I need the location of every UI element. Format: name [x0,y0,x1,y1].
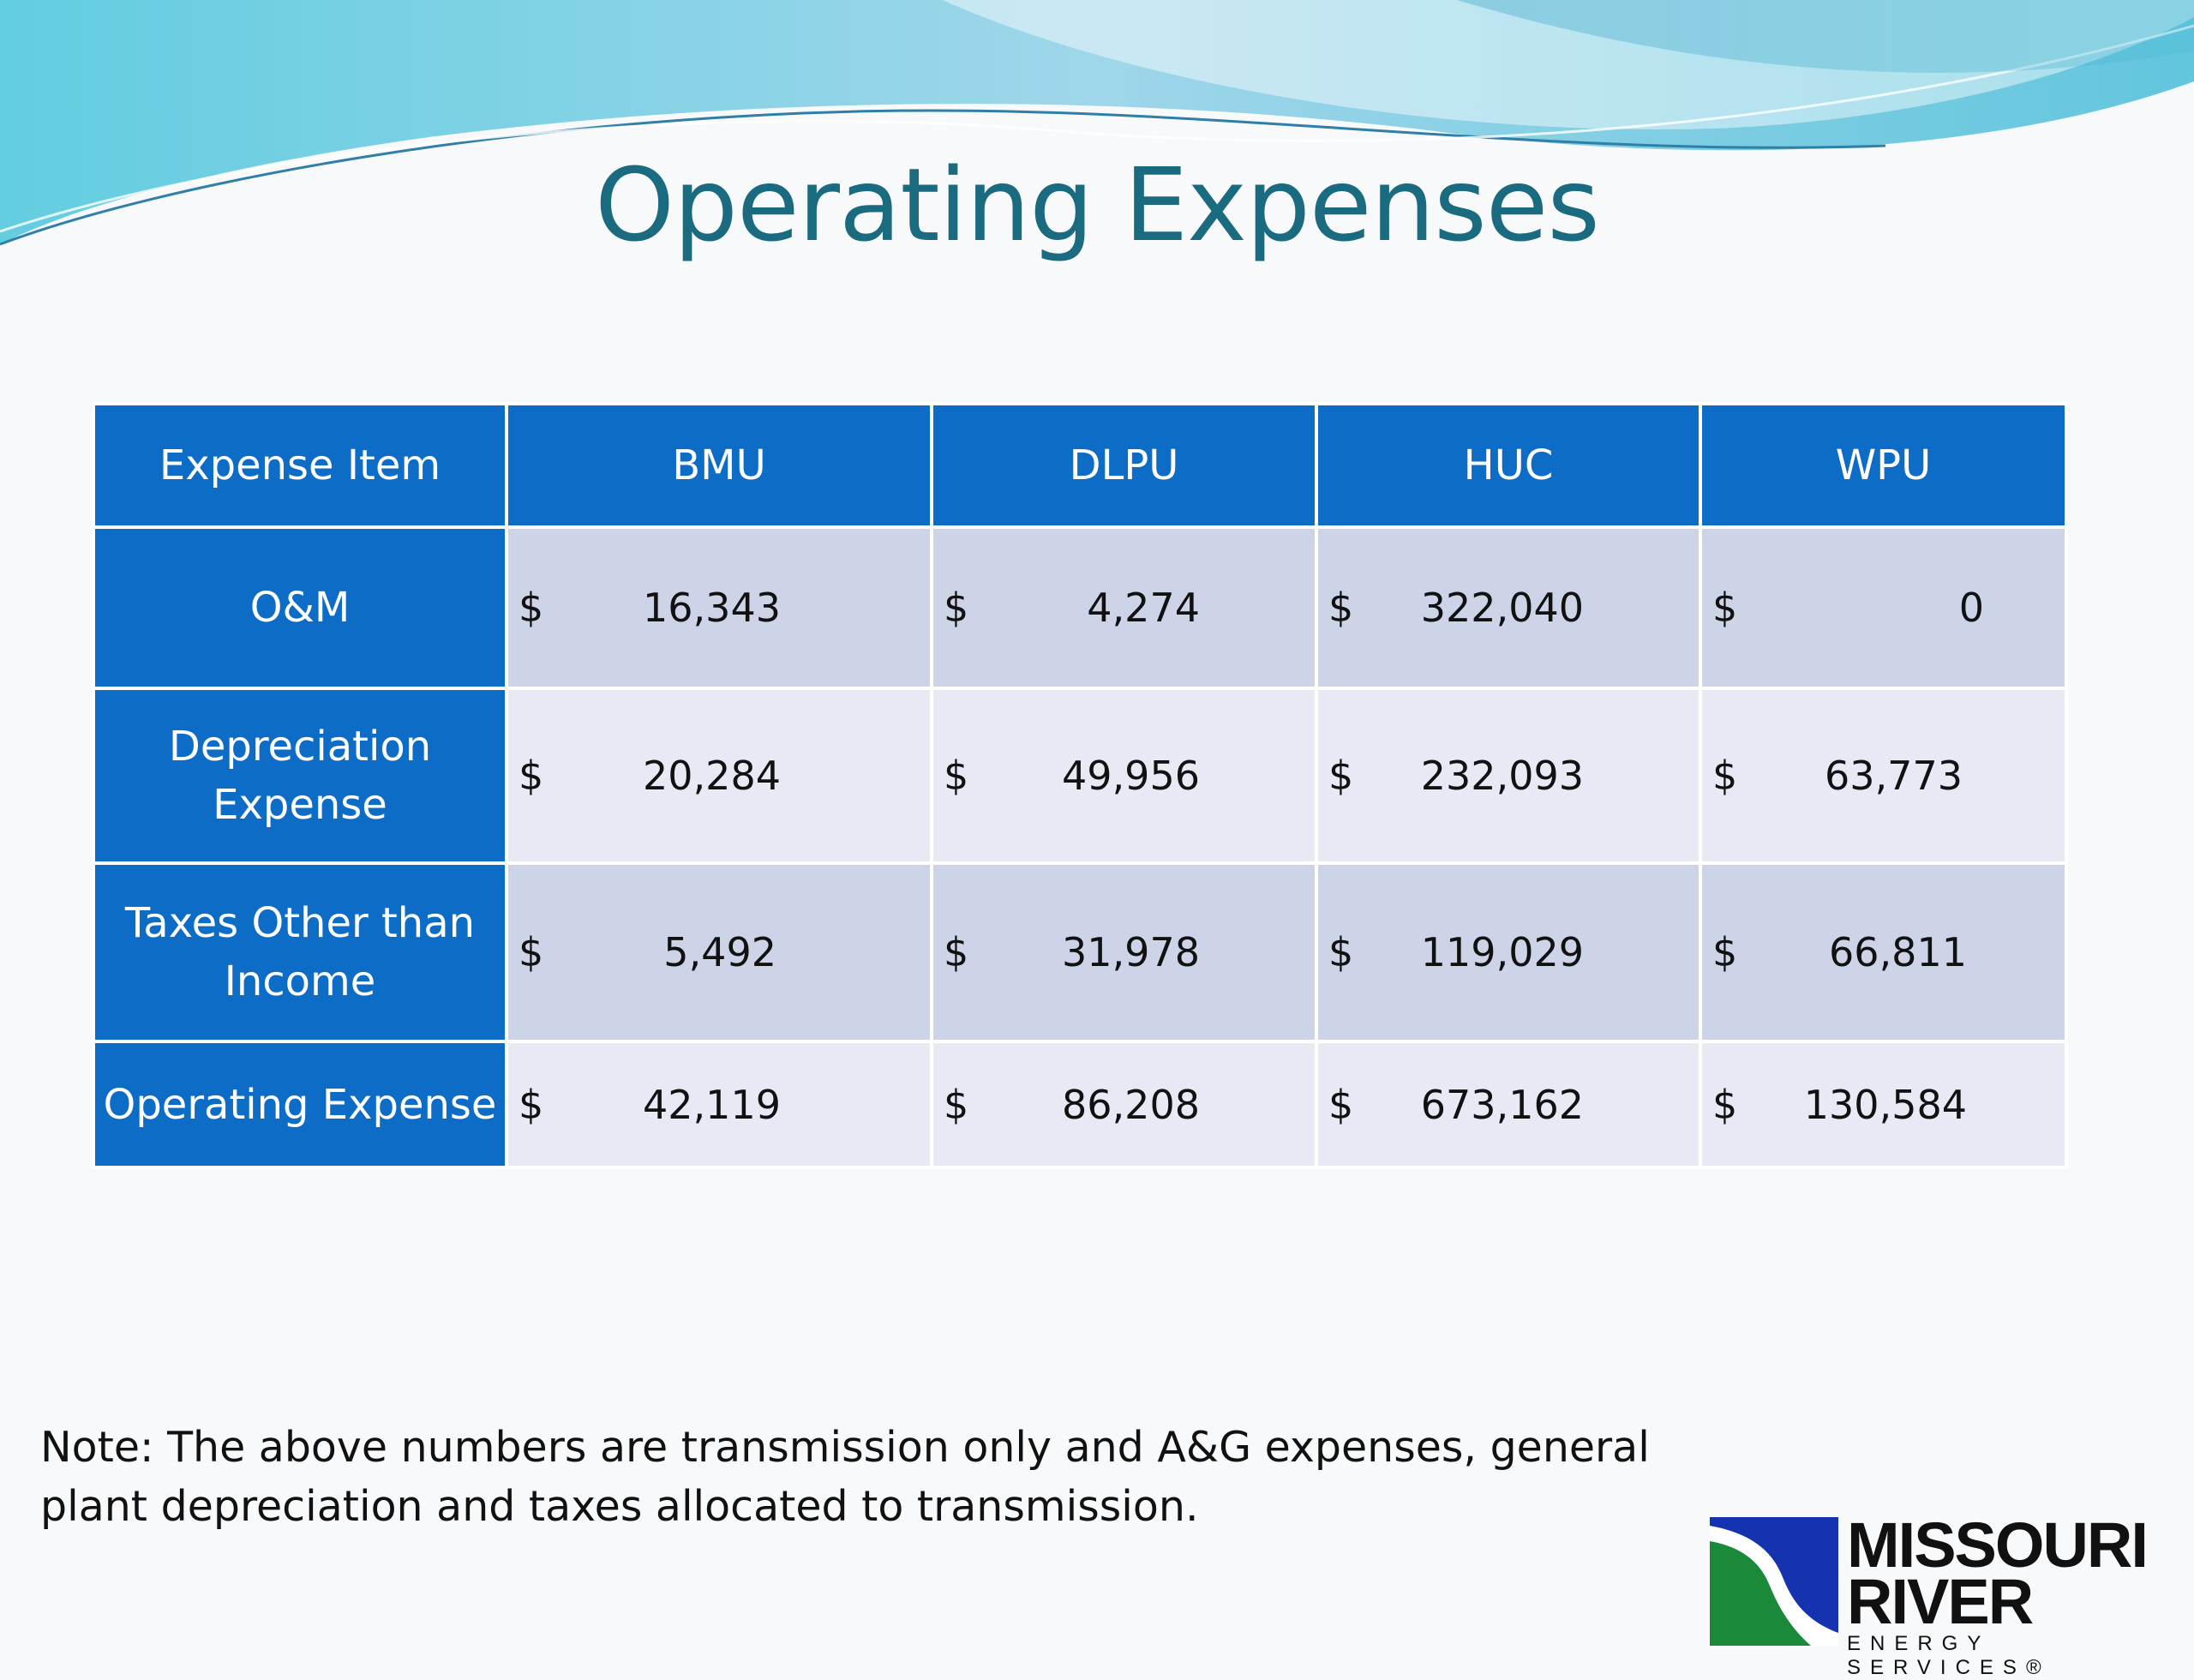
cell-value: 42,119 [643,1081,781,1128]
table-cell: $42,119 [505,1040,933,1169]
header-col-wpu: WPU [1699,402,2068,529]
currency-symbol: $ [1328,753,1354,799]
missouri-river-logo: MISSOURI RIVER ENERGY SERVICES® [1710,1514,2194,1679]
logo-wordmark: MISSOURI RIVER ENERGY SERVICES® [1847,1509,2194,1680]
currency-symbol: $ [519,753,544,799]
cell-value: 232,093 [1420,753,1584,799]
table-cell: $130,584 [1699,1040,2068,1169]
table-cell: $673,162 [1315,1040,1702,1169]
table-cell: $0 [1699,525,2068,690]
cell-value: 130,584 [1803,1081,1967,1128]
cell-value: 5,492 [663,929,776,975]
row-label: Depreciation Expense [92,687,508,865]
logo-mark-icon [1710,1517,1838,1646]
table-cell: $66,811 [1699,861,2068,1043]
table-cell: $49,956 [930,687,1318,865]
currency-symbol: $ [1712,585,1738,631]
table-row: Taxes Other than Income $5,492 $31,978 $… [92,861,2068,1043]
currency-symbol: $ [519,929,544,975]
header-expense-item: Expense Item [92,402,508,529]
currency-symbol: $ [1328,1081,1354,1128]
cell-value: 119,029 [1420,929,1584,975]
row-label: Operating Expense [92,1040,508,1169]
header-col-huc: HUC [1315,402,1702,529]
cell-value: 322,040 [1420,585,1584,631]
cell-value: 31,978 [1062,929,1200,975]
cell-value: 63,773 [1825,753,1963,799]
logo-text-line1: MISSOURI [1847,1509,2149,1581]
table-cell: $322,040 [1315,525,1702,690]
operating-expenses-table: Expense Item BMU DLPU HUC WPU O&M $16,34… [92,402,2068,1169]
currency-symbol: $ [1328,929,1354,975]
cell-value: 20,284 [643,753,781,799]
currency-symbol: $ [944,753,969,799]
cell-value: 49,956 [1062,753,1200,799]
cell-value: 4,274 [1087,585,1200,631]
table-row: O&M $16,343 $4,274 $322,040 $0 [92,525,2068,690]
row-label: Taxes Other than Income [92,861,508,1043]
table-row: Depreciation Expense $20,284 $49,956 $23… [92,687,2068,865]
cell-value: 0 [1958,585,1984,631]
currency-symbol: $ [1712,1081,1738,1128]
wave-header-graphic [0,0,2194,246]
table-header-row: Expense Item BMU DLPU HUC WPU [92,402,2068,529]
cell-value: 86,208 [1062,1081,1200,1128]
currency-symbol: $ [944,585,969,631]
table-cell: $4,274 [930,525,1318,690]
currency-symbol: $ [944,1081,969,1128]
table-cell: $232,093 [1315,687,1702,865]
currency-symbol: $ [519,585,544,631]
table-cell: $5,492 [505,861,933,1043]
cell-value: 673,162 [1420,1081,1584,1128]
logo-text-line2: RIVER [1847,1566,2034,1637]
currency-symbol: $ [1712,753,1738,799]
table-cell: $86,208 [930,1040,1318,1169]
table-cell: $119,029 [1315,861,1702,1043]
table-row: Operating Expense $42,119 $86,208 $673,1… [92,1040,2068,1169]
currency-symbol: $ [944,929,969,975]
cell-value: 16,343 [643,585,781,631]
currency-symbol: $ [519,1081,544,1128]
logo-text-line3: ENERGY SERVICES® [1847,1632,2051,1679]
slide-title: Operating Expenses [595,146,1600,264]
table-cell: $63,773 [1699,687,2068,865]
table-cell: $16,343 [505,525,933,690]
header-col-dlpu: DLPU [930,402,1318,529]
header-col-bmu: BMU [505,402,933,529]
currency-symbol: $ [1712,929,1738,975]
table-cell: $31,978 [930,861,1318,1043]
slide-note: Note: The above numbers are transmission… [40,1423,1650,1531]
row-label: O&M [92,525,508,690]
currency-symbol: $ [1328,585,1354,631]
cell-value: 66,811 [1829,929,1967,975]
table-cell: $20,284 [505,687,933,865]
